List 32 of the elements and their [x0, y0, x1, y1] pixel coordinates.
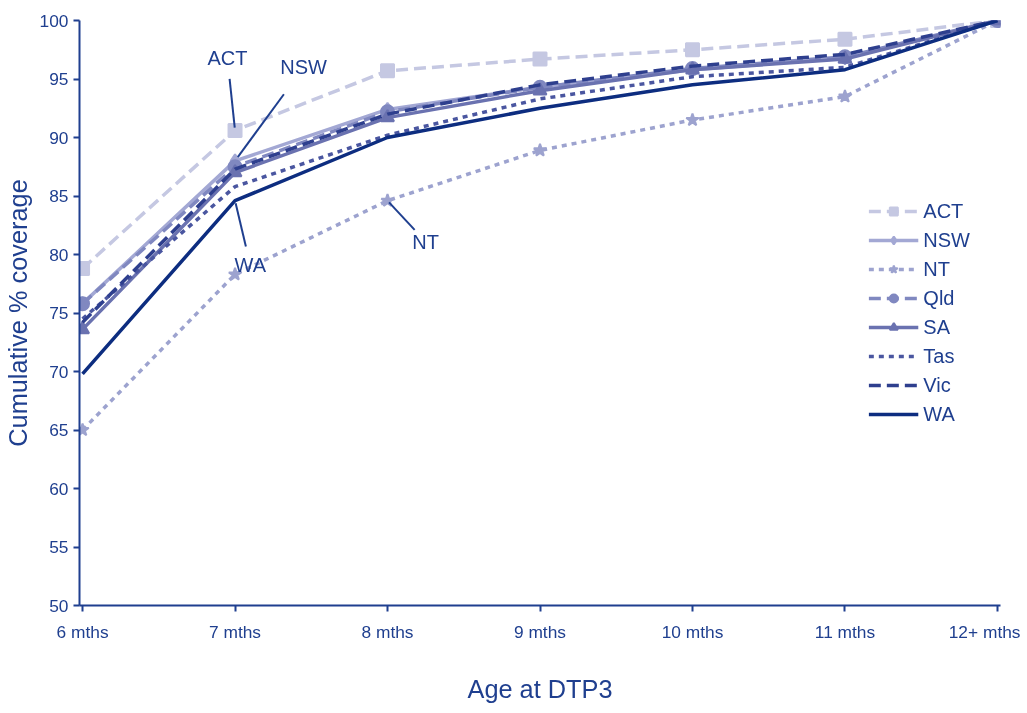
annotation: NSW [280, 56, 328, 79]
y-tick-label: 50 [49, 595, 69, 616]
legend-label: Qld [923, 286, 955, 310]
x-tick-label: 9 mths [514, 621, 567, 642]
y-tick-label: 55 [49, 537, 69, 557]
y-tick-label: 100 [39, 10, 69, 31]
x-tick-label: 8 mths [361, 621, 414, 642]
y-tick-label: 90 [49, 127, 69, 148]
legend-label: ACT [923, 199, 964, 223]
y-axis-title: Cumulative % coverage [3, 179, 32, 447]
x-tick-label: 10 mths [661, 621, 724, 642]
legend-label: WA [923, 402, 955, 426]
y-tick-label: 65 [49, 420, 69, 440]
legend-label: NT [923, 257, 950, 281]
y-tick-label: 60 [49, 478, 69, 499]
x-axis-title: Age at DTP3 [467, 674, 613, 703]
x-tick-label: 6 mths [56, 621, 109, 642]
y-tick-label: 95 [49, 69, 69, 89]
annotation: WA [234, 254, 267, 277]
x-tick-label: 7 mths [209, 621, 262, 642]
legend-label: NSW [923, 228, 970, 252]
annotation: ACT [207, 46, 248, 69]
legend-label: SA [923, 315, 951, 339]
y-tick-label: 80 [49, 244, 69, 265]
annotation: NT [412, 230, 439, 253]
x-tick-label: 12+ mths [948, 621, 1021, 642]
y-tick-label: 75 [49, 303, 69, 323]
y-tick-label: 70 [49, 361, 69, 382]
y-tick-label: 85 [49, 186, 69, 206]
legend-label: Vic [923, 373, 951, 397]
legend-label: Tas [923, 344, 955, 368]
x-tick-label: 11 mths [814, 621, 876, 642]
